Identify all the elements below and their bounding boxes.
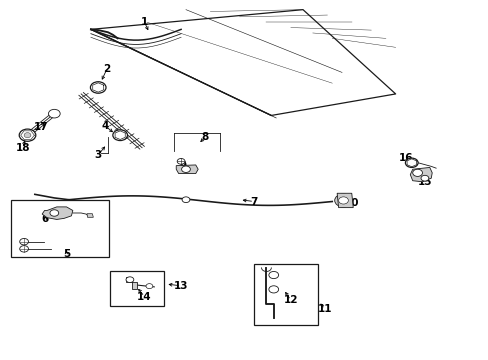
Text: 6: 6: [41, 215, 48, 224]
Circle shape: [420, 175, 428, 181]
Circle shape: [146, 284, 153, 289]
Polygon shape: [336, 193, 352, 208]
Text: 12: 12: [283, 295, 298, 305]
Circle shape: [126, 277, 134, 283]
FancyBboxPatch shape: [11, 200, 109, 257]
Circle shape: [20, 246, 28, 252]
Text: 15: 15: [417, 177, 431, 187]
Circle shape: [48, 109, 60, 118]
Polygon shape: [409, 167, 431, 182]
Circle shape: [177, 158, 184, 164]
Circle shape: [24, 133, 31, 138]
Text: 5: 5: [63, 248, 70, 258]
Circle shape: [50, 210, 59, 216]
Text: 10: 10: [344, 198, 358, 208]
Text: 16: 16: [398, 153, 413, 163]
FancyBboxPatch shape: [110, 271, 163, 306]
Circle shape: [181, 166, 190, 172]
Polygon shape: [126, 277, 137, 289]
FancyBboxPatch shape: [254, 264, 317, 325]
Text: 8: 8: [202, 132, 209, 142]
Text: 7: 7: [250, 197, 257, 207]
Text: 14: 14: [137, 292, 152, 302]
Text: 18: 18: [15, 143, 30, 153]
Circle shape: [182, 197, 189, 203]
Circle shape: [20, 238, 28, 245]
Circle shape: [412, 169, 422, 176]
Text: 13: 13: [174, 281, 188, 291]
Polygon shape: [176, 165, 198, 174]
Circle shape: [268, 271, 278, 279]
Polygon shape: [42, 207, 73, 220]
Circle shape: [90, 82, 106, 93]
Circle shape: [405, 158, 417, 167]
Text: 1: 1: [141, 17, 148, 27]
Polygon shape: [87, 214, 93, 217]
Circle shape: [334, 194, 351, 207]
Text: 11: 11: [317, 304, 331, 314]
Text: 4: 4: [102, 121, 109, 131]
Text: 9: 9: [180, 161, 187, 171]
Text: 17: 17: [34, 122, 48, 132]
Text: 2: 2: [103, 64, 110, 74]
Circle shape: [338, 197, 347, 204]
Circle shape: [268, 286, 278, 293]
Text: 3: 3: [94, 150, 102, 160]
Circle shape: [113, 130, 127, 140]
Circle shape: [19, 129, 36, 141]
